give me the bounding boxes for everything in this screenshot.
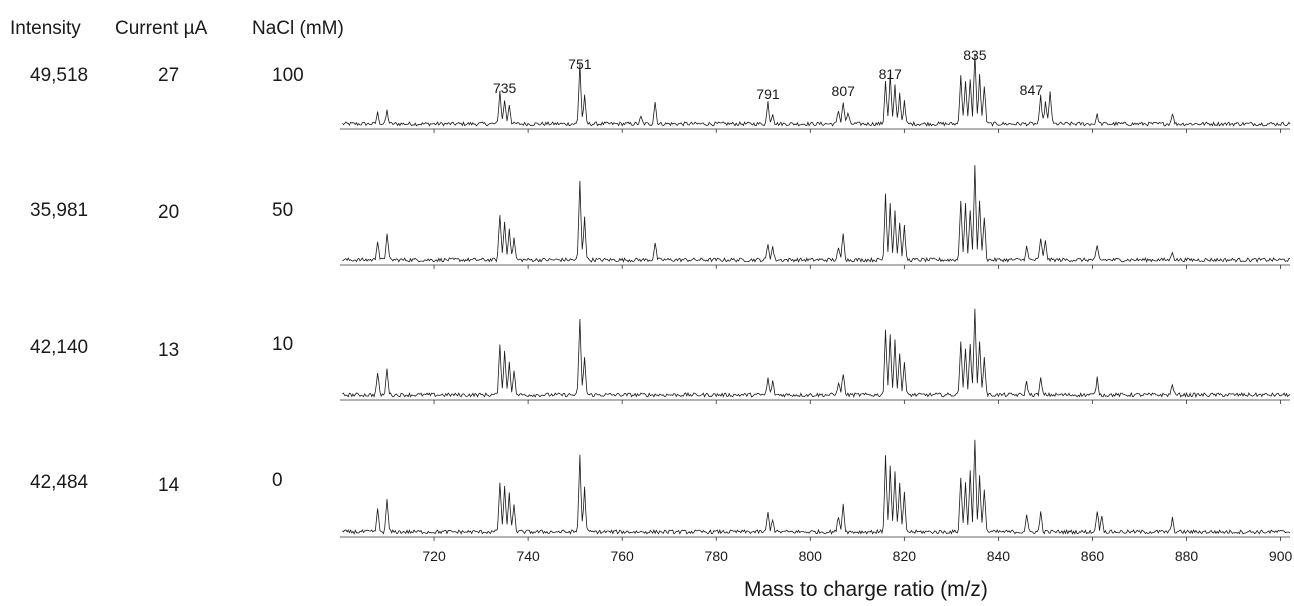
- x-axis-title: Mass to charge ratio (m/z): [744, 578, 988, 601]
- x-tick-label: 820: [893, 548, 917, 564]
- x-tick-label: 720: [422, 548, 446, 564]
- spectra-traces: [342, 53, 1291, 535]
- x-tick-label: 860: [1081, 548, 1105, 564]
- row-3-current: 13: [158, 340, 180, 361]
- row-1-current: 27: [158, 65, 180, 86]
- row-2-intensity: 35,981: [30, 200, 89, 221]
- x-tick-label: 780: [705, 548, 729, 564]
- header-nacl: NaCl (mM): [252, 18, 344, 39]
- row-1-nacl: 100: [272, 65, 304, 86]
- spectrum-trace-2: [342, 165, 1291, 264]
- peak-label-735: 735: [493, 80, 517, 96]
- peak-label-817: 817: [879, 66, 903, 82]
- x-tick-label: 800: [799, 548, 823, 564]
- header-current: Current µA: [115, 18, 208, 39]
- row-3-intensity: 42,140: [30, 337, 89, 358]
- peak-labels: 735 751 791 807 817 835 847: [493, 47, 1043, 102]
- row-3-nacl: 10: [272, 334, 294, 355]
- spectrum-trace-4: [342, 439, 1291, 535]
- peak-label-791: 791: [756, 86, 780, 102]
- row-4-intensity: 42,484: [30, 472, 89, 493]
- row-1-intensity: 49,518: [30, 65, 89, 86]
- spectrum-trace-3: [342, 308, 1291, 398]
- spectrum-trace-1: [342, 53, 1291, 127]
- peak-label-751: 751: [568, 56, 592, 72]
- row-2-current: 20: [158, 202, 180, 223]
- x-tick-label: 880: [1175, 548, 1199, 564]
- peak-label-847: 847: [1020, 82, 1044, 98]
- peak-label-835: 835: [963, 47, 987, 63]
- peak-label-807: 807: [832, 83, 856, 99]
- row-2-nacl: 50: [272, 200, 294, 221]
- row-4-nacl: 0: [272, 470, 283, 491]
- x-tick-label: 740: [516, 548, 540, 564]
- header-intensity: Intensity: [10, 18, 81, 39]
- x-tick-label: 760: [610, 548, 634, 564]
- x-tick-label: 900: [1269, 548, 1293, 564]
- x-tick-label: 840: [987, 548, 1011, 564]
- x-axis: 720 740 760 780 800 820 840 860 880 900: [340, 128, 1293, 564]
- row-4-current: 14: [158, 475, 180, 496]
